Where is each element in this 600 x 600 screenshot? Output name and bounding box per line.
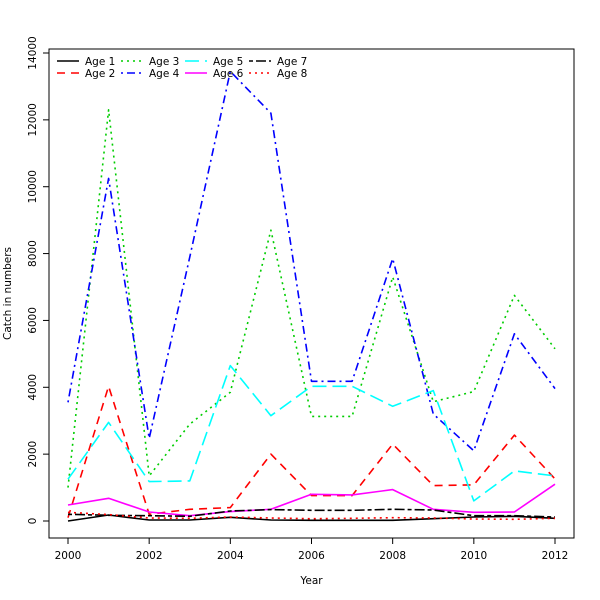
y-tick-label: 2000 [27, 441, 39, 468]
x-tick-label: 2002 [136, 550, 163, 562]
legend-label: Age 4 [149, 68, 180, 80]
legend-item: Age 1 [57, 56, 115, 68]
y-axis: 0 2000 4000 6000 8000 10000 12000 14000 [27, 36, 50, 525]
series-line-age-4 [67, 70, 556, 452]
legend-item: Age 5 [185, 56, 243, 68]
series-line-age-6 [67, 483, 556, 517]
y-tick-label: 6000 [27, 307, 39, 334]
legend-item: Age 8 [249, 68, 307, 80]
series-line-age-7 [67, 508, 556, 518]
series-layer [67, 70, 556, 522]
x-tick-label: 2012 [542, 550, 569, 562]
x-tick-label: 2000 [55, 550, 82, 562]
y-tick-label: 0 [27, 518, 39, 525]
series-line-age-2 [67, 385, 556, 518]
legend-label: Age 2 [85, 68, 115, 80]
legend-label: Age 5 [213, 56, 243, 68]
y-tick-label: 14000 [27, 36, 39, 69]
x-axis-label: Year [299, 575, 323, 587]
legend-item: Age 7 [249, 56, 307, 68]
legend-item: Age 4 [121, 68, 180, 80]
legend-label: Age 3 [149, 56, 179, 68]
y-axis-label: Catch in numbers [2, 247, 14, 340]
legend-label: Age 6 [213, 68, 244, 80]
series-line-age-1 [67, 514, 556, 522]
x-tick-label: 2010 [460, 550, 487, 562]
y-tick-label: 4000 [27, 374, 39, 401]
y-tick-label: 10000 [27, 170, 39, 203]
legend-item: Age 6 [185, 68, 244, 80]
legend-item: Age 3 [121, 56, 179, 68]
legend-label: Age 8 [277, 68, 307, 80]
y-tick-label: 12000 [27, 103, 39, 136]
x-axis: 2000 2002 2004 2006 2008 2010 2012 [55, 537, 569, 562]
x-tick-label: 2006 [298, 550, 325, 562]
legend-label: Age 7 [277, 56, 307, 68]
legend-item: Age 2 [57, 68, 115, 80]
y-tick-label: 8000 [27, 240, 39, 267]
x-tick-label: 2004 [217, 550, 244, 562]
x-tick-label: 2008 [379, 550, 406, 562]
series-line-age-5 [67, 364, 556, 502]
legend-label: Age 1 [85, 56, 115, 68]
